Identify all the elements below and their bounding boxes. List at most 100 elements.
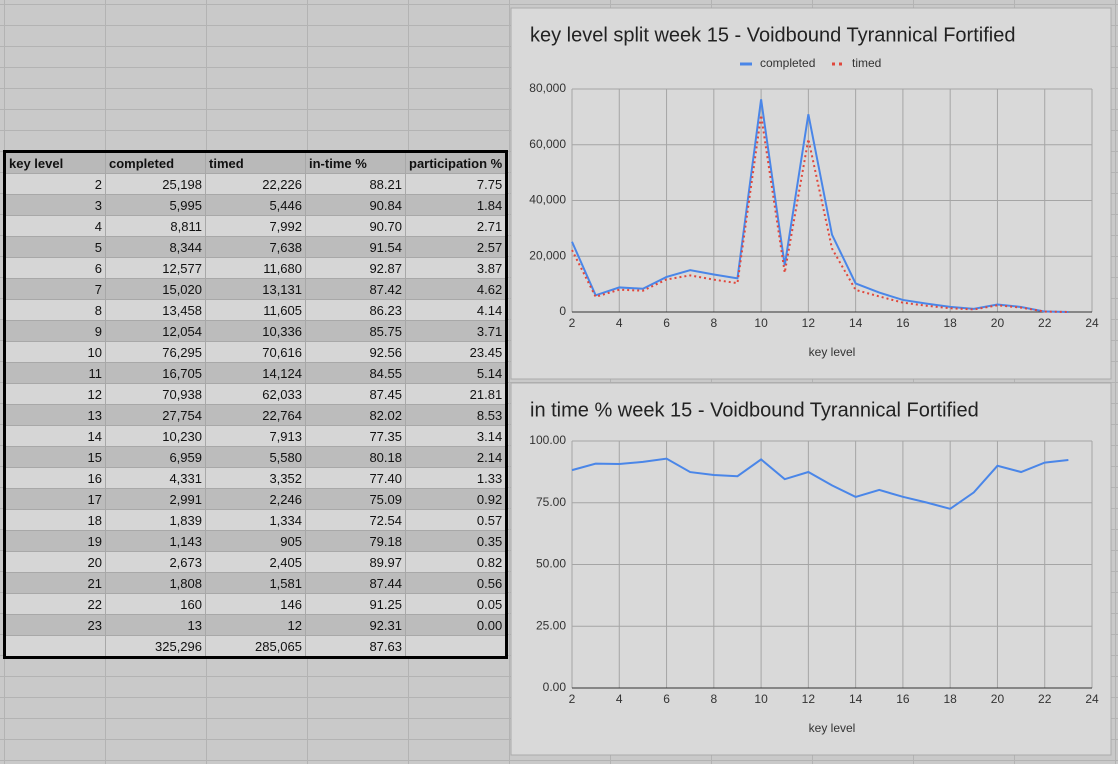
data-line bbox=[571, 115, 1069, 313]
table-cell: 3.71 bbox=[404, 320, 508, 342]
table-cell: 7,992 bbox=[205, 215, 306, 237]
table-row: 14 10,230 7,913 77.35 3.14 bbox=[4, 425, 508, 447]
table-cell: timed bbox=[205, 151, 306, 174]
x-tick-label: 2 bbox=[569, 692, 576, 706]
chart-panel bbox=[510, 382, 1112, 756]
legend-label: timed bbox=[852, 56, 881, 70]
table-cell: 7.75 bbox=[404, 173, 508, 195]
table-cell: 0.00 bbox=[404, 614, 508, 636]
y-tick-label: 0.00 bbox=[543, 680, 567, 694]
x-tick-label: 4 bbox=[616, 316, 623, 330]
y-tick-label: 25.00 bbox=[536, 618, 566, 632]
table-cell: 8.53 bbox=[404, 404, 508, 426]
chart-title: key level split week 15 - Voidbound Tyra… bbox=[530, 24, 1015, 46]
table-cell: 4 bbox=[4, 215, 106, 237]
table-cell: 2.57 bbox=[404, 236, 508, 258]
table-cell: 160 bbox=[105, 593, 206, 615]
table-cell: 11,680 bbox=[205, 257, 306, 279]
y-tick-label: 80,000 bbox=[529, 81, 566, 95]
table-cell: 2,991 bbox=[105, 488, 206, 510]
table-cell: 8,811 bbox=[105, 215, 206, 237]
x-tick-label: 12 bbox=[802, 316, 816, 330]
table-cell: 4.14 bbox=[404, 299, 508, 321]
x-tick-label: 2 bbox=[569, 316, 576, 330]
table-cell bbox=[4, 635, 106, 658]
table-row: 5 8,344 7,638 91.54 2.57 bbox=[4, 236, 508, 258]
table-cell: 1,334 bbox=[205, 509, 306, 531]
table-row: 19 1,143 905 79.18 0.35 bbox=[4, 530, 508, 552]
data-table: key level completed timed in-time % particip… bbox=[3, 150, 509, 659]
table-cell: 0.82 bbox=[404, 551, 508, 573]
table-cell: 146 bbox=[205, 593, 306, 615]
x-tick-label: 10 bbox=[754, 316, 768, 330]
table-cell: 89.97 bbox=[305, 551, 406, 573]
table-cell: 8,344 bbox=[105, 236, 206, 258]
table-cell: 91.25 bbox=[305, 593, 406, 615]
table-cell: 8 bbox=[4, 299, 106, 321]
table-row: 15 6,959 5,580 80.18 2.14 bbox=[4, 446, 508, 468]
table-cell: 12,054 bbox=[105, 320, 206, 342]
y-tick-label: 100.00 bbox=[529, 433, 566, 447]
table-cell: 10,230 bbox=[105, 425, 206, 447]
table-cell: 13 bbox=[4, 404, 106, 426]
table-cell: 3.14 bbox=[404, 425, 508, 447]
table-cell: 11 bbox=[4, 362, 106, 384]
table-cell: 1,581 bbox=[205, 572, 306, 594]
table-cell: 3 bbox=[4, 194, 106, 216]
x-tick-label: 4 bbox=[616, 692, 623, 706]
table-cell: 72.54 bbox=[305, 509, 406, 531]
legend-label: completed bbox=[760, 56, 815, 70]
table-cell: key level bbox=[4, 151, 106, 174]
table-row: 9 12,054 10,336 85.75 3.71 bbox=[4, 320, 508, 342]
table-cell: 7 bbox=[4, 278, 106, 300]
table-cell: in-time % bbox=[305, 151, 406, 174]
table-cell: 62,033 bbox=[205, 383, 306, 405]
table-row: 8 13,458 11,605 86.23 4.14 bbox=[4, 299, 508, 321]
table-cell: 5,995 bbox=[105, 194, 206, 216]
table-cell: 87.63 bbox=[305, 635, 406, 658]
table-cell: 12,577 bbox=[105, 257, 206, 279]
table-cell: 22,226 bbox=[205, 173, 306, 195]
table-cell: 1,808 bbox=[105, 572, 206, 594]
table-cell bbox=[404, 635, 508, 658]
table-row: 18 1,839 1,334 72.54 0.57 bbox=[4, 509, 508, 531]
table-row: 20 2,673 2,405 89.97 0.82 bbox=[4, 551, 508, 573]
table-cell: 13 bbox=[105, 614, 206, 636]
table-cell: 1.84 bbox=[404, 194, 508, 216]
table-cell: 17 bbox=[4, 488, 106, 510]
y-tick-label: 40,000 bbox=[529, 193, 566, 207]
table-cell: 25,198 bbox=[105, 173, 206, 195]
table-cell: 7,913 bbox=[205, 425, 306, 447]
table-cell: 22,764 bbox=[205, 404, 306, 426]
table-cell: 325,296 bbox=[105, 635, 206, 658]
x-tick-label: 8 bbox=[710, 692, 717, 706]
table-cell: 92.56 bbox=[305, 341, 406, 363]
table-cell: 4,331 bbox=[105, 467, 206, 489]
table-cell: 2,673 bbox=[105, 551, 206, 573]
table-cell: 84.55 bbox=[305, 362, 406, 384]
table-cell: 2,405 bbox=[205, 551, 306, 573]
table-cell: 87.44 bbox=[305, 572, 406, 594]
table-cell: 4.62 bbox=[404, 278, 508, 300]
table-cell: 15 bbox=[4, 446, 106, 468]
table-cell: 88.21 bbox=[305, 173, 406, 195]
table-cell: 2 bbox=[4, 173, 106, 195]
table-cell: 23 bbox=[4, 614, 106, 636]
x-tick-label: 18 bbox=[944, 692, 958, 706]
table-cell: 905 bbox=[205, 530, 306, 552]
x-tick-label: 24 bbox=[1085, 316, 1099, 330]
table-cell: 15,020 bbox=[105, 278, 206, 300]
table-row: 4 8,811 7,992 90.70 2.71 bbox=[4, 215, 508, 237]
table-cell: 10 bbox=[4, 341, 106, 363]
table-row: 10 76,295 70,616 92.56 23.45 bbox=[4, 341, 508, 363]
table-cell: 91.54 bbox=[305, 236, 406, 258]
table-cell: 0.35 bbox=[404, 530, 508, 552]
chart-panel bbox=[510, 7, 1112, 380]
table-row: key level completed timed in-time % particip… bbox=[4, 151, 508, 174]
table-row: 325,296 285,065 87.63 bbox=[4, 635, 508, 658]
table-cell: 92.31 bbox=[305, 614, 406, 636]
x-tick-label: 14 bbox=[849, 316, 863, 330]
table-row: 17 2,991 2,246 75.09 0.92 bbox=[4, 488, 508, 510]
x-tick-label: 16 bbox=[896, 316, 910, 330]
x-tick-label: 22 bbox=[1038, 316, 1052, 330]
